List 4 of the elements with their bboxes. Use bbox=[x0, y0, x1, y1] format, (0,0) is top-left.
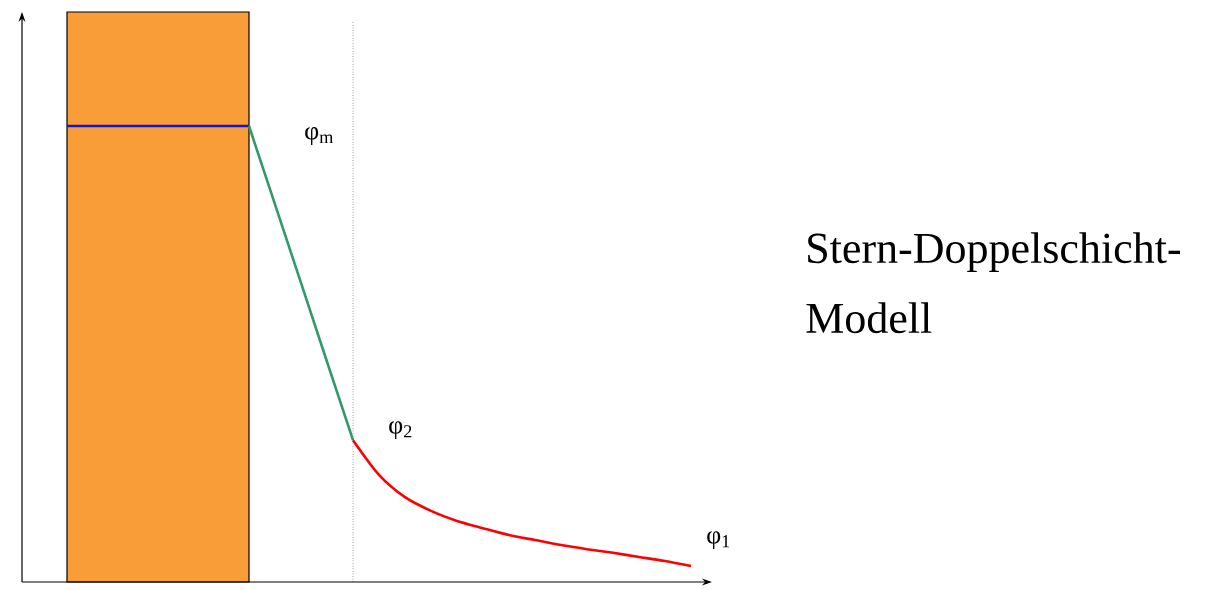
text: Stern-Doppelschicht-Modell bbox=[806, 232, 1180, 334]
annotation: φ$_{m}$ bbox=[305, 127, 334, 145]
text: φ$_{1}$ bbox=[707, 531, 730, 549]
annotation: φ$_{2}$ bbox=[389, 421, 412, 440]
